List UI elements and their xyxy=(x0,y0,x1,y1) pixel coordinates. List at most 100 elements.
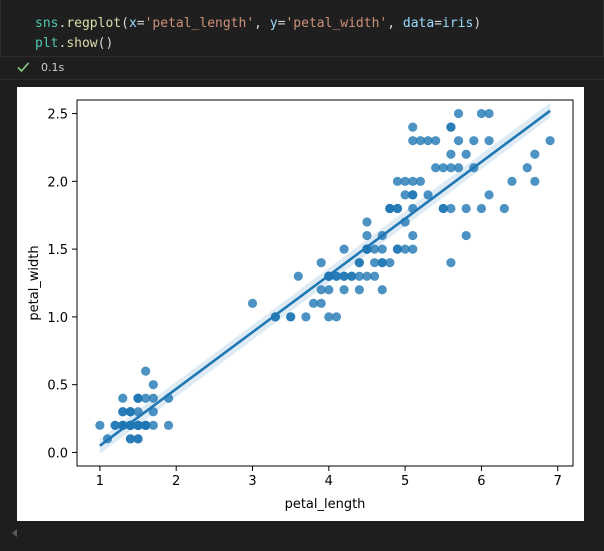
scatter-point xyxy=(377,244,387,254)
y-tick-label: 2.0 xyxy=(47,175,68,190)
scatter-point xyxy=(148,393,158,403)
y-tick-label: 1.0 xyxy=(47,311,68,326)
scatter-point xyxy=(408,230,418,241)
x-ticks: 1 2 3 4 5 6 7 xyxy=(96,466,562,489)
check-icon xyxy=(17,62,30,73)
scatter-point xyxy=(324,312,334,322)
scatter-point xyxy=(377,285,387,295)
scatter-point xyxy=(316,258,326,268)
scatter-point xyxy=(438,163,448,173)
scatter-point xyxy=(148,407,158,417)
x-tick-label: 5 xyxy=(401,474,409,489)
scatter-point xyxy=(446,258,456,268)
scatter-point xyxy=(339,285,349,295)
y-tick-label: 2.5 xyxy=(47,108,68,123)
scatter-point xyxy=(286,312,296,322)
y-ticks: 0.0 0.5 1.0 1.5 2.0 2.5 xyxy=(47,108,77,461)
scatter-point xyxy=(446,122,456,132)
scatter-point xyxy=(431,163,441,173)
scatter-point xyxy=(95,420,105,430)
x-tick-label: 1 xyxy=(96,474,104,489)
scatter-point xyxy=(247,298,258,308)
scatter-point xyxy=(408,176,418,186)
scatter-point xyxy=(316,285,326,295)
scatter-point xyxy=(362,271,372,281)
scatter-point xyxy=(461,149,471,159)
execution-time: 0.1s xyxy=(41,61,65,74)
scatter-point xyxy=(530,149,540,159)
scatter-point xyxy=(408,122,418,132)
scatter-point xyxy=(438,203,448,214)
x-tick-label: 4 xyxy=(325,474,333,489)
scatter-point xyxy=(385,258,395,268)
scatter-point xyxy=(446,203,456,214)
scatter-point xyxy=(110,420,120,430)
scatter-point xyxy=(133,434,143,444)
scatter-point xyxy=(301,312,311,322)
scatter-point xyxy=(423,190,433,200)
code-line-2: plt.show() xyxy=(35,36,114,51)
scatter-point xyxy=(408,136,418,146)
code-line-1: sns.regplot(x='petal_length', y='petal_w… xyxy=(35,16,482,31)
scatter-point xyxy=(423,136,433,146)
scatter-point xyxy=(370,244,380,254)
x-tick-label: 3 xyxy=(248,474,256,489)
regression-line xyxy=(99,109,551,447)
scatter-point xyxy=(347,271,357,281)
scatter-point xyxy=(461,203,471,214)
scatter-point xyxy=(141,420,151,430)
scatter-point xyxy=(118,407,128,417)
scatter-point xyxy=(339,271,349,281)
scatter-point xyxy=(148,380,158,390)
scatter-point xyxy=(370,258,380,268)
scatter-point xyxy=(308,298,319,308)
scatter-point xyxy=(163,420,174,430)
scatter-point xyxy=(148,420,158,430)
scatter-point xyxy=(316,298,326,308)
scatter-point xyxy=(362,230,372,241)
scatter-point xyxy=(476,108,487,119)
scatter-point xyxy=(530,176,540,186)
scatter-point xyxy=(484,190,494,200)
x-tick-label: 6 xyxy=(477,474,485,489)
x-tick-label: 7 xyxy=(554,474,562,489)
scatter-point xyxy=(133,420,143,430)
scatter-point xyxy=(362,217,372,227)
regression-layer xyxy=(99,109,551,447)
scatter-point xyxy=(484,108,494,119)
y-tick-label: 1.5 xyxy=(47,243,68,258)
scatter-point xyxy=(408,244,418,254)
scatter-point xyxy=(453,163,464,173)
scatter-point xyxy=(377,258,387,268)
scatter-point xyxy=(141,366,151,376)
y-tick-label: 0.5 xyxy=(47,379,68,394)
scatter-point xyxy=(339,244,349,254)
scatter-point xyxy=(415,136,425,146)
y-axis-label: petal_width xyxy=(27,245,42,320)
code-editor[interactable]: sns.regplot(x='petal_length', y='petal_w… xyxy=(35,14,481,54)
scatter-point xyxy=(133,393,143,403)
scroll-left-arrow[interactable] xyxy=(12,529,17,537)
scatter-point xyxy=(469,136,479,146)
scatter-point xyxy=(545,136,555,146)
y-tick-label: 0.0 xyxy=(47,446,68,461)
scatter-point xyxy=(453,108,464,119)
code-cell[interactable]: sns.regplot(x='petal_length', y='petal_w… xyxy=(0,0,604,56)
scatter-point xyxy=(446,149,456,159)
scatter-point xyxy=(385,203,395,214)
scatter-point xyxy=(400,190,410,200)
scatter-point xyxy=(507,176,517,186)
scatter-point xyxy=(408,190,418,200)
scatter-point xyxy=(484,136,494,146)
scatter-point xyxy=(354,258,364,268)
scatter-point xyxy=(141,393,151,403)
scatter-point xyxy=(522,163,532,173)
scatter-point xyxy=(354,271,364,281)
scatter-point xyxy=(400,244,410,254)
scatter-point xyxy=(392,244,403,254)
scatter-point xyxy=(499,203,509,214)
scatter-point xyxy=(354,285,364,295)
x-tick-label: 2 xyxy=(172,474,180,489)
